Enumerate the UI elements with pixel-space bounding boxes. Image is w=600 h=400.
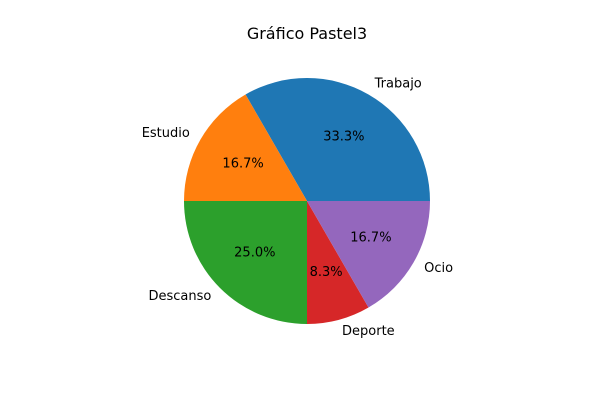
chart-title: Gráfico Pastel3	[247, 24, 367, 43]
slice-label-descanso: Descanso	[148, 289, 211, 304]
percent-label-descanso: 25.0%	[234, 246, 275, 261]
slice-label-estudio: Estudio	[142, 126, 190, 141]
percent-label-estudio: 16.7%	[222, 157, 263, 172]
percent-label-deporte: 8.3%	[310, 265, 343, 280]
slice-label-trabajo: Trabajo	[374, 76, 422, 91]
pie-labels: Trabajo 33.3% Estudio 16.7% Descanso 25.0% Dep…	[142, 76, 453, 339]
pie-slices	[184, 78, 430, 324]
slice-label-deporte: Deporte	[342, 324, 395, 339]
percent-label-trabajo: 33.3%	[323, 130, 364, 145]
pie-slice-trabajo	[245, 78, 430, 201]
pie-slice-ocio	[307, 201, 430, 308]
pie-slice-estudio	[184, 94, 307, 201]
pie-slice-descanso	[184, 201, 307, 324]
slice-label-ocio: Ocio	[424, 261, 453, 276]
percent-label-ocio: 16.7%	[350, 230, 391, 245]
pie-slice-deporte	[307, 201, 369, 324]
